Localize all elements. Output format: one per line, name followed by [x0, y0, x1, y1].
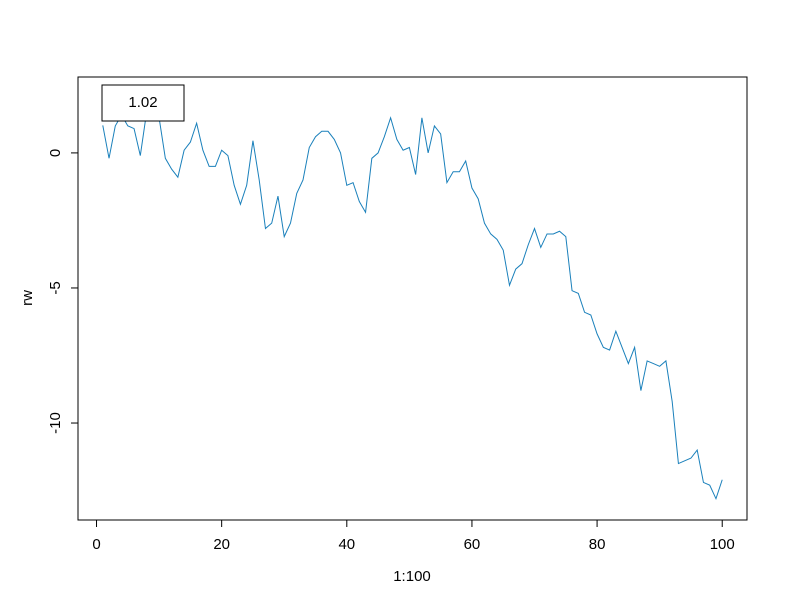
x-axis-label: 1:100	[393, 568, 431, 585]
data-line	[102, 109, 723, 501]
x-tick-label: 80	[589, 536, 606, 553]
x-tick-label: 0	[92, 536, 100, 553]
plot-box	[77, 76, 748, 521]
x-tick-label: 100	[710, 536, 735, 553]
y-axis-label: rw	[19, 290, 36, 306]
y-tick-label: 0	[47, 149, 64, 157]
legend-box	[101, 84, 185, 122]
x-tick-label: 60	[464, 536, 481, 553]
y-tick-label: -5	[47, 281, 64, 294]
y-tick-label: -10	[47, 412, 64, 434]
legend-label: 1.02	[128, 94, 157, 111]
x-tick-label: 20	[213, 536, 230, 553]
x-tick-label: 40	[338, 536, 355, 553]
